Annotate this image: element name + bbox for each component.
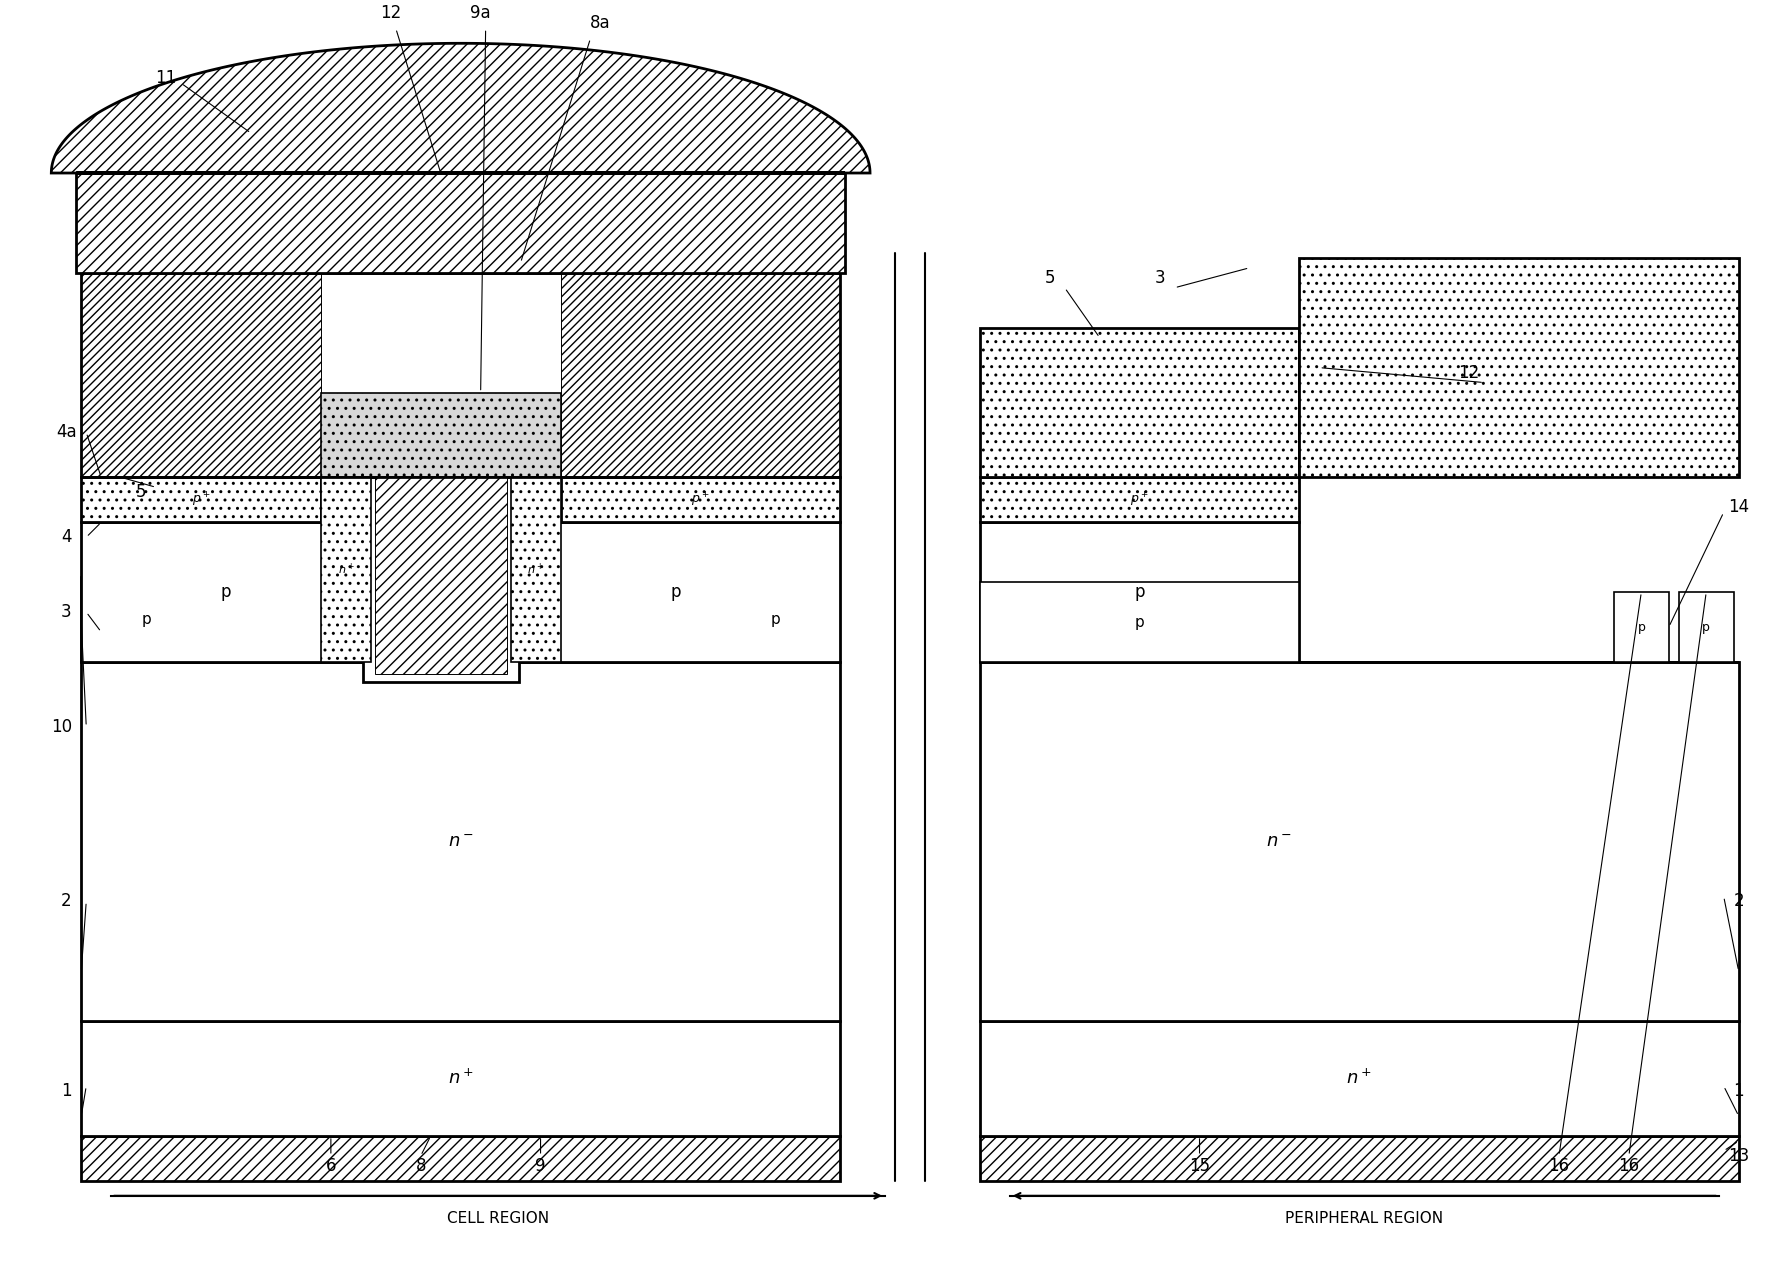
Text: $p^+$: $p^+$ xyxy=(691,491,710,509)
Text: p: p xyxy=(141,612,152,627)
Text: 15: 15 xyxy=(1189,1156,1210,1174)
Bar xyxy=(511,522,841,662)
Text: 1: 1 xyxy=(61,1082,71,1100)
Bar xyxy=(321,477,371,662)
Bar xyxy=(1678,592,1733,662)
Text: 12: 12 xyxy=(380,4,402,22)
Bar xyxy=(375,477,507,674)
Text: $n^-$: $n^-$ xyxy=(1266,832,1292,850)
Text: 5: 5 xyxy=(136,483,146,501)
Text: 12: 12 xyxy=(1458,364,1480,382)
Bar xyxy=(710,577,841,662)
Bar xyxy=(980,1022,1739,1136)
Bar xyxy=(77,173,844,273)
Bar xyxy=(355,173,525,273)
Bar xyxy=(321,392,560,477)
Text: 8: 8 xyxy=(416,1156,427,1174)
Bar xyxy=(82,1022,841,1136)
Text: CELL REGION: CELL REGION xyxy=(446,1210,550,1226)
Bar xyxy=(511,477,560,662)
Text: p: p xyxy=(1133,583,1144,601)
Text: PERIPHERAL REGION: PERIPHERAL REGION xyxy=(1285,1210,1444,1226)
Text: 10: 10 xyxy=(50,718,71,736)
Text: $n^+$: $n^+$ xyxy=(1346,1069,1373,1088)
Text: 4: 4 xyxy=(61,528,71,546)
Bar xyxy=(1299,258,1739,477)
Bar xyxy=(82,577,211,662)
Text: 5: 5 xyxy=(1044,269,1055,287)
Text: 16: 16 xyxy=(1548,1156,1569,1174)
Text: 14: 14 xyxy=(1728,499,1749,517)
Text: p: p xyxy=(221,583,232,601)
Bar xyxy=(980,1136,1739,1181)
Bar xyxy=(82,662,841,1022)
Text: p: p xyxy=(1135,614,1144,629)
Bar xyxy=(82,273,841,477)
Text: p: p xyxy=(1703,620,1710,633)
Text: $n^+$: $n^+$ xyxy=(448,1069,473,1088)
Bar xyxy=(980,582,1299,662)
Text: 16: 16 xyxy=(1619,1156,1639,1174)
Bar xyxy=(82,1136,841,1181)
Bar xyxy=(82,522,371,662)
Text: 2: 2 xyxy=(1733,892,1744,910)
Text: 3: 3 xyxy=(1155,269,1166,287)
Bar xyxy=(980,328,1299,477)
Text: 9: 9 xyxy=(536,1156,546,1174)
Bar xyxy=(560,273,841,477)
Text: $n^+$: $n^+$ xyxy=(527,562,544,577)
Bar xyxy=(560,477,841,522)
Text: 11: 11 xyxy=(155,69,177,87)
Text: $p^+$: $p^+$ xyxy=(191,491,211,509)
Text: 4a: 4a xyxy=(55,423,77,441)
Text: 3: 3 xyxy=(61,603,71,620)
Polygon shape xyxy=(52,44,869,173)
Text: $p^+$: $p^+$ xyxy=(1130,491,1150,509)
Text: 9a: 9a xyxy=(469,4,491,22)
Bar xyxy=(1614,592,1669,662)
Text: 13: 13 xyxy=(1728,1147,1749,1165)
Bar xyxy=(362,477,519,682)
Text: $n^+$: $n^+$ xyxy=(337,562,353,577)
Text: 2: 2 xyxy=(61,892,71,910)
Bar xyxy=(980,662,1739,1022)
Text: $n^-$: $n^-$ xyxy=(448,832,473,850)
Text: p: p xyxy=(1637,620,1646,633)
Text: 6: 6 xyxy=(325,1156,336,1174)
Bar xyxy=(980,477,1299,522)
Text: 1: 1 xyxy=(1733,1082,1744,1100)
Text: p: p xyxy=(771,612,780,627)
Text: 8a: 8a xyxy=(591,14,610,32)
Bar xyxy=(82,273,321,477)
Bar xyxy=(980,522,1299,662)
Text: p: p xyxy=(669,583,680,601)
Bar xyxy=(82,477,321,522)
